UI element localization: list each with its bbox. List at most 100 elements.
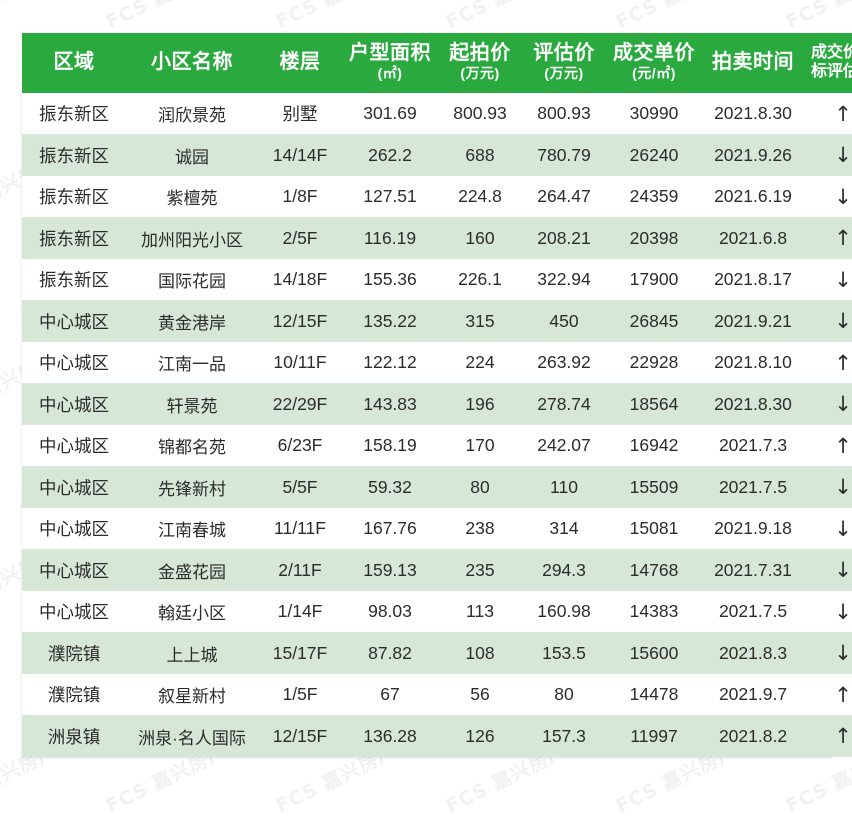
cell-appraisal: 278.74 — [522, 383, 606, 425]
cell-unit_price: 11997 — [606, 715, 702, 757]
cell-region: 振东新区 — [22, 217, 126, 259]
cell-floor: 2/5F — [258, 217, 342, 259]
cell-region: 中心城区 — [22, 341, 126, 384]
cell-appraisal: 110 — [522, 466, 606, 508]
cell-community: 翰廷小区 — [126, 590, 258, 633]
cell-auction_time: 2021.9.18 — [702, 507, 804, 550]
cell-floor: 14/14F — [258, 134, 342, 176]
cell-region: 中心城区 — [22, 424, 126, 467]
cell-unit_price: 15600 — [606, 632, 702, 674]
cell-floor: 1/8F — [258, 175, 342, 218]
cell-region: 振东新区 — [22, 175, 126, 218]
cell-area: 98.03 — [342, 590, 438, 633]
cell-area: 59.32 — [342, 466, 438, 508]
column-header-area: 户型面积 (㎡) — [342, 33, 438, 93]
cell-appraisal: 780.79 — [522, 134, 606, 176]
auction-results-table: 区域 小区名称 楼层 户型面积 (㎡) 起拍价 (万元) 评估价 — [22, 33, 852, 757]
table-header-row: 区域 小区名称 楼层 户型面积 (㎡) 起拍价 (万元) 评估价 — [22, 33, 852, 93]
cell-area: 135.22 — [342, 300, 438, 342]
column-header-start-price: 起拍价 (万元) — [438, 33, 522, 93]
cell-appraisal: 157.3 — [522, 715, 606, 757]
cell-area: 127.51 — [342, 175, 438, 218]
table-row: 中心城区 金盛花园 2/11F 159.13 235 294.3 14768 2021.7.3… — [22, 549, 852, 591]
cell-floor: 1/14F — [258, 590, 342, 633]
cell-vs_appraisal: ↓ — [804, 300, 852, 342]
cell-floor: 6/23F — [258, 424, 342, 467]
cell-community: 轩景苑 — [126, 383, 258, 425]
cell-community: 上上城 — [126, 632, 258, 674]
watermark-text: FCS 嘉兴房产 — [781, 0, 852, 34]
cell-floor: 5/5F — [258, 466, 342, 508]
column-header-auction-time-label: 拍卖时间 — [712, 51, 794, 74]
data-table: 区域 小区名称 楼层 户型面积 (㎡) 起拍价 (万元) 评估价 — [22, 33, 852, 757]
cell-community: 加州阳光小区 — [126, 217, 258, 259]
cell-area: 116.19 — [342, 217, 438, 259]
column-header-unit-price: 成交单价 (元/㎡) — [606, 33, 702, 93]
cell-area: 136.28 — [342, 715, 438, 757]
cell-floor: 22/29F — [258, 383, 342, 425]
cell-floor: 11/11F — [258, 507, 342, 550]
cell-start_price: 224.8 — [438, 175, 522, 218]
column-header-vs-appraisal-line2: 标评估价 — [810, 63, 852, 81]
column-header-start-price-unit: (万元) — [460, 65, 500, 82]
cell-unit_price: 16942 — [606, 424, 702, 467]
cell-vs_appraisal: ↑ — [804, 217, 852, 259]
cell-vs_appraisal: ↓ — [804, 632, 852, 674]
table-row: 洲泉镇 洲泉·名人国际 12/15F 136.28 126 157.3 11997 2021.… — [22, 715, 852, 757]
cell-start_price: 56 — [438, 673, 522, 716]
cell-community: 金盛花园 — [126, 549, 258, 591]
cell-auction_time: 2021.7.3 — [702, 424, 804, 467]
cell-region: 濮院镇 — [22, 632, 126, 674]
cell-unit_price: 30990 — [606, 92, 702, 135]
column-header-vs-appraisal: 成交价对 标评估价 — [804, 33, 852, 93]
cell-start_price: 315 — [438, 300, 522, 342]
cell-floor: 14/18F — [258, 258, 342, 301]
column-header-vs-appraisal-line1: 成交价对 — [810, 43, 852, 61]
cell-start_price: 196 — [438, 383, 522, 425]
cell-floor: 12/15F — [258, 300, 342, 342]
cell-vs_appraisal: ↓ — [804, 175, 852, 218]
cell-community: 润欣景苑 — [126, 92, 258, 135]
cell-region: 中心城区 — [22, 507, 126, 550]
cell-area: 158.19 — [342, 424, 438, 467]
cell-vs_appraisal: ↑ — [804, 715, 852, 757]
cell-start_price: 160 — [438, 217, 522, 259]
cell-auction_time: 2021.8.30 — [702, 92, 804, 135]
column-header-region-label: 区域 — [53, 51, 95, 74]
table-row: 中心城区 江南春城 11/11F 167.76 238 314 15081 2021.9.18… — [22, 507, 852, 550]
cell-unit_price: 22928 — [606, 341, 702, 384]
cell-appraisal: 263.92 — [522, 341, 606, 384]
cell-start_price: 800.93 — [438, 92, 522, 135]
cell-auction_time: 2021.8.10 — [702, 341, 804, 384]
cell-start_price: 170 — [438, 424, 522, 467]
cell-auction_time: 2021.8.3 — [702, 632, 804, 674]
cell-unit_price: 26845 — [606, 300, 702, 342]
cell-auction_time: 2021.8.2 — [702, 715, 804, 757]
column-header-community: 小区名称 — [126, 33, 258, 93]
cell-appraisal: 80 — [522, 673, 606, 716]
cell-auction_time: 2021.7.31 — [702, 549, 804, 591]
cell-start_price: 235 — [438, 549, 522, 591]
table-row: 振东新区 润欣景苑 别墅 301.69 800.93 800.93 30990 2021.8.… — [22, 92, 852, 135]
cell-unit_price: 26240 — [606, 134, 702, 176]
cell-vs_appraisal: ↓ — [804, 549, 852, 591]
cell-unit_price: 20398 — [606, 217, 702, 259]
cell-unit_price: 14478 — [606, 673, 702, 716]
cell-area: 143.83 — [342, 383, 438, 425]
column-header-unit-price-unit: (元/㎡) — [632, 65, 676, 82]
cell-unit_price: 15509 — [606, 466, 702, 508]
watermark-text: FCS 嘉兴房产 — [101, 0, 231, 34]
cell-floor: 12/15F — [258, 715, 342, 757]
cell-floor: 1/5F — [258, 673, 342, 716]
cell-area: 67 — [342, 673, 438, 716]
cell-auction_time: 2021.8.17 — [702, 258, 804, 301]
cell-appraisal: 294.3 — [522, 549, 606, 591]
watermark-text: FCS 嘉兴房产 — [0, 0, 61, 34]
column-header-appraisal-label: 评估价 — [533, 42, 595, 64]
cell-appraisal: 450 — [522, 300, 606, 342]
cell-start_price: 224 — [438, 341, 522, 384]
cell-vs_appraisal: ↓ — [804, 258, 852, 301]
column-header-region: 区域 — [22, 33, 126, 93]
cell-region: 中心城区 — [22, 590, 126, 633]
cell-area: 87.82 — [342, 632, 438, 674]
